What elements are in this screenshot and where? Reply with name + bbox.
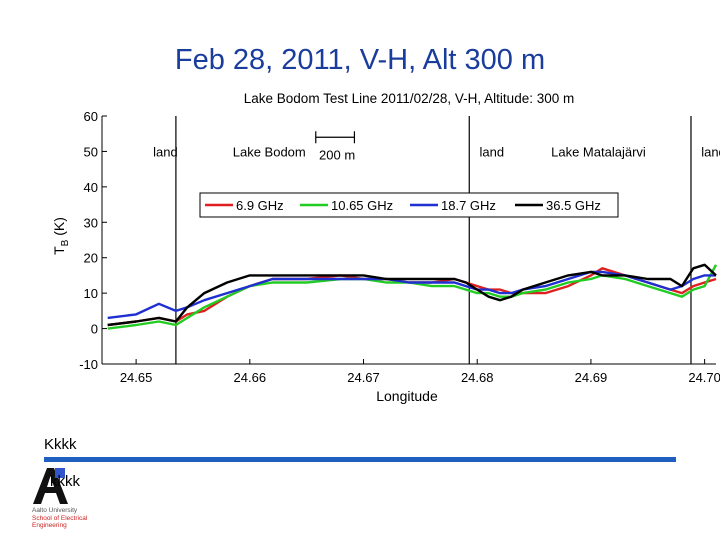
y-tick-label: 10 — [84, 286, 98, 301]
x-axis-label: Longitude — [376, 388, 438, 404]
chart-title: Lake Bodom Test Line 2011/02/28, V-H, Al… — [244, 91, 574, 106]
footer-text-2: kkkk — [50, 473, 80, 490]
region-label: Lake Matalajärvi — [551, 145, 646, 160]
x-tick-label: 24.66 — [234, 370, 267, 385]
scale-bar-label: 200 m — [319, 147, 355, 162]
y-axis-label-unit: (K) — [51, 217, 67, 240]
x-tick-label: 24.65 — [120, 370, 153, 385]
series-line-3 — [107, 270, 716, 320]
x-tick-label: 24.70 — [688, 370, 720, 385]
slide-title: Feb 28, 2011, V-H, Alt 300 m — [174, 44, 546, 76]
footer-rule — [44, 457, 676, 462]
x-tick-label: 24.68 — [461, 370, 494, 385]
y-axis-label-main: T — [51, 246, 67, 255]
y-tick-label: 20 — [84, 251, 98, 266]
logo-text: Aalto University School of Electrical En… — [32, 507, 87, 530]
legend-label: 18.7 GHz — [441, 198, 496, 213]
logo-text-line2: School of Electrical — [32, 514, 88, 522]
y-tick-label: -10 — [79, 357, 98, 372]
legend-label: 10.65 GHz — [331, 198, 393, 213]
x-tick-label: 24.69 — [575, 370, 608, 385]
x-tick-label: 24.67 — [347, 370, 380, 385]
y-tick-label: 60 — [84, 109, 98, 124]
y-axis-label: TB (K) — [51, 217, 71, 255]
series-line-4 — [107, 263, 717, 327]
footer-text-1: Kkkk — [44, 436, 77, 453]
y-tick-label: 40 — [84, 180, 98, 195]
legend-box — [199, 192, 619, 218]
legend-label: 6.9 GHz — [236, 198, 284, 213]
y-axis-label-sub: B — [60, 239, 71, 246]
y-tick-label: 30 — [84, 215, 98, 230]
region-label: land — [153, 145, 178, 160]
aalto-logo-icon — [33, 468, 68, 504]
series-line-2 — [107, 264, 718, 330]
y-tick-label: 0 — [91, 322, 98, 337]
region-label: land — [701, 145, 720, 160]
legend-label: 36.5 GHz — [546, 198, 601, 213]
region-label: Lake Bodom — [233, 145, 306, 160]
logo-text-line1: Aalto University — [32, 507, 78, 514]
region-label: land — [479, 145, 504, 160]
y-tick-label: 50 — [84, 144, 98, 159]
y-axis-label-text: TB (K) — [51, 217, 71, 255]
logo-text-line3: Engineering — [32, 522, 67, 530]
